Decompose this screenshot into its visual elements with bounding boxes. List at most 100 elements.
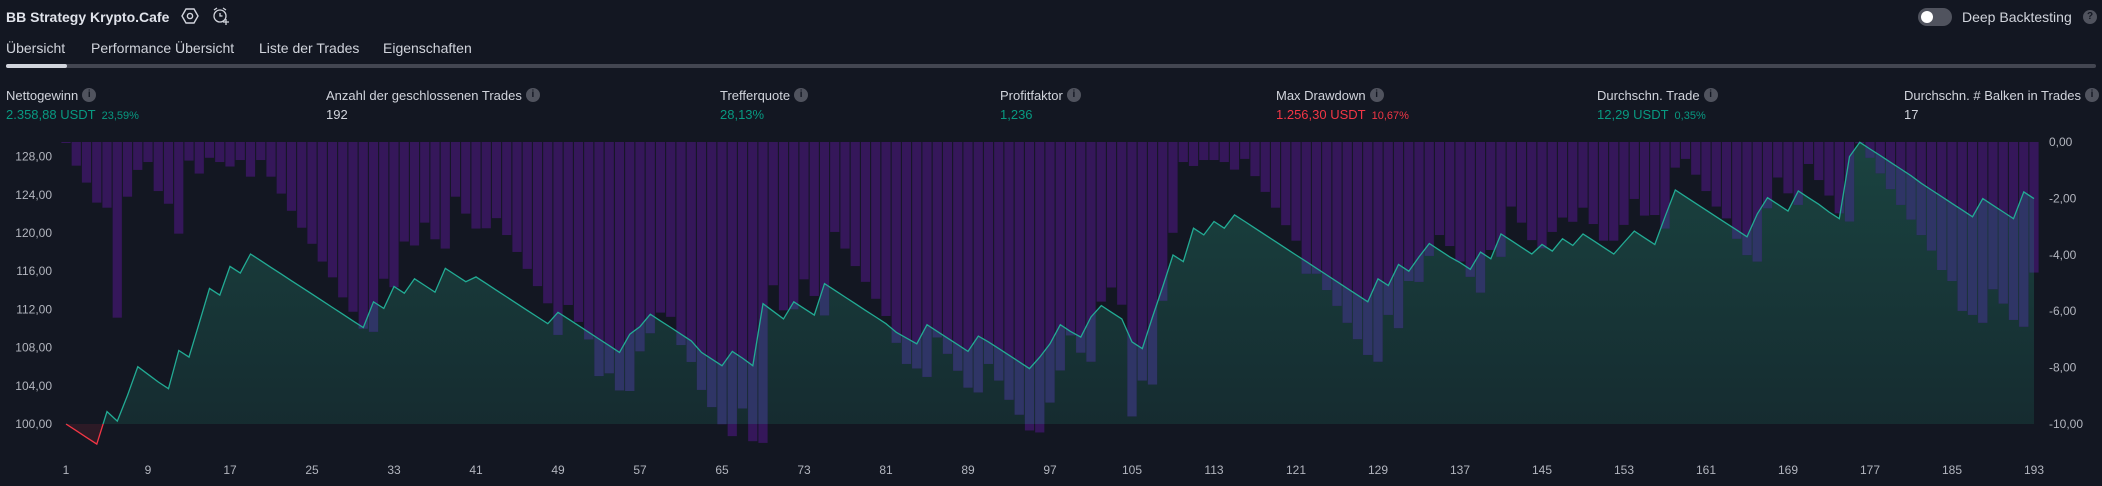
drawdown-bar [1527, 142, 1537, 241]
info-icon[interactable]: i [1703, 88, 1718, 102]
drawdown-bar [676, 142, 686, 346]
equity-area [66, 142, 2034, 424]
drawdown-bar [1393, 142, 1404, 329]
x-axis-tick: 161 [1696, 463, 1716, 477]
drawdown-bar [1209, 142, 1219, 161]
left-axis-tick: 104,00 [15, 379, 52, 393]
equity-drawdown-chart: 128,00 124,00 120,00 116,00 112,00 108,00 104,… [15, 135, 2083, 477]
drawdown-bar [338, 142, 348, 298]
right-axis-tick: -8,00 [2049, 361, 2077, 375]
drawdown-bar [707, 142, 717, 408]
drawdown-bar [481, 142, 491, 229]
metric-label-text: Durchschn. Trade [1597, 87, 1700, 103]
deep-backtesting-toggle[interactable] [1918, 8, 1952, 26]
x-axis-tick: 73 [797, 463, 811, 477]
drawdown-bar [1793, 142, 1803, 205]
right-axis-tick: -4,00 [2049, 248, 2077, 262]
tab-liste-der-trades[interactable]: Liste der Trades [259, 40, 360, 56]
drawdown-bar [1158, 142, 1168, 301]
drawdown-bar [1342, 142, 1352, 323]
drawdown-bar-overlap [1988, 142, 1998, 290]
drawdown-bar [61, 142, 71, 143]
metric-label-text: Max Drawdown [1276, 87, 1366, 103]
drawdown-bar [1332, 142, 1342, 306]
drawdown-bar [1076, 142, 1086, 353]
drawdown-bar [860, 142, 871, 282]
drawdown-bar [163, 142, 174, 204]
right-axis-tick: -6,00 [2049, 304, 2077, 318]
metric-value-text: 1,236 [1000, 107, 1033, 122]
drawdown-bar [1824, 142, 1834, 196]
drawdown-bar [1496, 142, 1506, 257]
drawdown-bar [778, 142, 789, 311]
x-axis-tick: 97 [1043, 463, 1057, 477]
info-icon[interactable]: i [1066, 88, 1081, 102]
alarm-add-icon[interactable] [211, 6, 231, 26]
metric-label: Nettogewinn i [6, 87, 139, 103]
drawdown-bar [368, 142, 379, 332]
metric-label-text: Nettogewinn [6, 87, 79, 103]
help-icon[interactable]: ? [2083, 10, 2097, 24]
drawdown-bar [1732, 142, 1742, 239]
tab-eigenschaften[interactable]: Eigenschaften [383, 40, 472, 56]
metric-nettogewinn: Nettogewinn i 2.358,88 USDT 23,59% [6, 87, 139, 123]
drawdown-bar [522, 142, 532, 269]
info-icon[interactable]: i [2085, 88, 2100, 102]
metric-percent: 10,67% [1371, 110, 1409, 122]
drawdown-bar [1660, 142, 1670, 229]
x-axis-tick: 41 [469, 463, 483, 477]
drawdown-bar [871, 142, 881, 299]
equity-line [66, 141, 2035, 424]
drawdown-bar [645, 142, 655, 334]
drawdown-bar [92, 142, 102, 203]
drawdown-bar [143, 142, 153, 163]
drawdown-bar [420, 142, 430, 223]
drawdown-bar [1281, 142, 1291, 226]
drawdown-bar [430, 142, 440, 240]
drawdown-bar-overlap [1967, 142, 1978, 315]
drawdown-bar [1188, 142, 1199, 166]
drawdown-bar [225, 142, 235, 167]
drawdown-bar [604, 142, 614, 374]
drawdown-bar [204, 142, 215, 158]
drawdown-bar [1373, 142, 1383, 362]
drawdown-bar [1701, 142, 1711, 192]
metric-label-text: Durchschn. # Balken in Trades [1904, 87, 2082, 103]
tab-performance-uebersicht[interactable]: Performance Übersicht [91, 40, 235, 56]
info-icon[interactable]: i [794, 88, 809, 102]
metric-label: Trefferquote i [720, 87, 809, 103]
drawdown-bar [348, 142, 358, 312]
left-axis-tick: 108,00 [15, 341, 52, 355]
drawdown-bar [1014, 142, 1024, 415]
info-icon[interactable]: i [1369, 88, 1384, 102]
drawdown-bar-overlap [1865, 142, 1875, 158]
drawdown-bar [1455, 142, 1465, 262]
drawdown-bar [358, 142, 368, 329]
metric-value: 12,29 USDT 0,35% [1597, 107, 1718, 123]
drawdown-bar [840, 142, 850, 249]
drawdown-bar [1486, 142, 1496, 251]
metric-label-text: Anzahl der geschlossenen Trades [326, 87, 522, 103]
drawdown-bar [532, 142, 543, 287]
info-icon[interactable]: i [82, 88, 97, 102]
drawdown-bar [1311, 142, 1322, 274]
settings-icon[interactable] [180, 6, 200, 26]
metric-value-text: 28,13% [720, 107, 765, 122]
info-icon[interactable]: i [525, 88, 540, 102]
tab-uebersicht[interactable]: Übersicht [6, 40, 66, 56]
drawdown-bar-overlap [1885, 142, 1896, 190]
drawdown-bar [1168, 142, 1178, 233]
drawdown-bar [584, 142, 594, 340]
drawdown-bar [440, 142, 450, 249]
drawdown-bar [686, 142, 696, 362]
drawdown-bar [1445, 142, 1455, 247]
drawdown-bar [994, 142, 1004, 381]
drawdown-bar-overlap [1998, 142, 2008, 304]
drawdown-bar [573, 142, 584, 322]
deep-backtesting-label: Deep Backtesting [1962, 9, 2072, 25]
x-axis-tick: 169 [1778, 463, 1798, 477]
drawdown-bar [748, 142, 758, 442]
metric-max-drawdown: Max Drawdown i 1.256,30 USDT 10,67% [1276, 87, 1409, 123]
metric-value: 192 [326, 107, 540, 123]
drawdown-bar [1803, 142, 1814, 164]
